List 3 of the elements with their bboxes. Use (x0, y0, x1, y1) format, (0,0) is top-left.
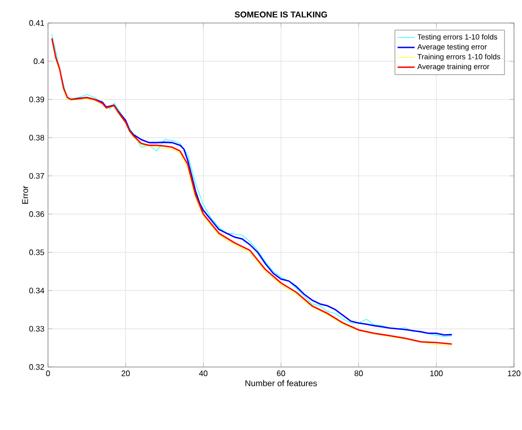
chart-title: SOMEONE IS TALKING (234, 11, 327, 18)
y-axis-title: Error (22, 186, 28, 204)
x-axis-title: Number of features (245, 380, 317, 386)
